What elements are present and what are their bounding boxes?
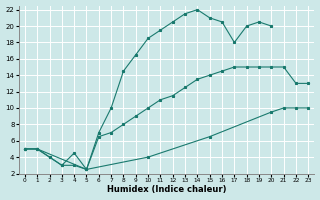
X-axis label: Humidex (Indice chaleur): Humidex (Indice chaleur)	[107, 185, 226, 194]
